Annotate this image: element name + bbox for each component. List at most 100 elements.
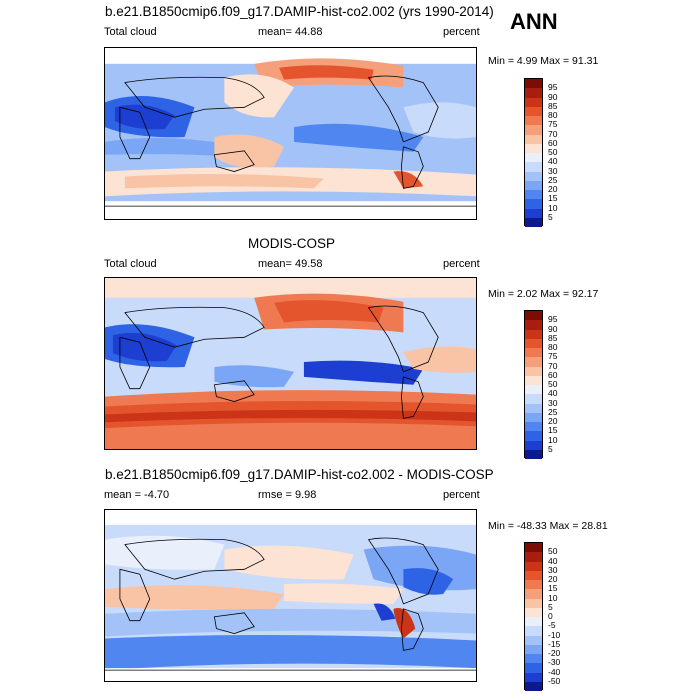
panel2-colorbar	[524, 310, 543, 459]
colorbar-bin	[525, 366, 542, 376]
colorbar-tick-label: 50	[548, 546, 558, 557]
colorbar-bin	[525, 171, 542, 181]
colorbar-bin	[525, 311, 542, 321]
colorbar-bin	[525, 654, 542, 664]
colorbar-bin	[525, 440, 542, 450]
colorbar-tick-label: 50	[548, 379, 558, 389]
panel3-minmax: Min = -48.33 Max = 28.81	[488, 520, 608, 532]
colorbar-tick-label: 75	[548, 351, 558, 362]
colorbar-bin	[525, 320, 542, 330]
panel1-minmax: Min = 4.99 Max = 91.31	[488, 55, 599, 67]
colorbar-tick-label: 15	[548, 193, 558, 204]
panel2-variable-label: Total cloud	[104, 258, 157, 270]
colorbar-bin	[525, 543, 542, 553]
colorbar-bin	[525, 552, 542, 562]
colorbar-tick-label: 75	[548, 119, 558, 130]
panel3-mean-label: mean = -4.70	[104, 489, 170, 501]
colorbar-bin	[525, 79, 542, 89]
colorbar-tick-label: 25	[548, 174, 558, 185]
colorbar-tick-label: 30	[548, 564, 558, 575]
colorbar-bin	[525, 635, 542, 645]
colorbar-tick-label: 5	[548, 443, 553, 454]
colorbar-tick-label: 25	[548, 406, 558, 417]
colorbar-tick-label: -50	[548, 675, 561, 686]
colorbar-tick-label: 60	[548, 369, 558, 380]
colorbar-bin	[525, 162, 542, 172]
colorbar-tick-label: 40	[548, 555, 558, 566]
colorbar-bin	[525, 208, 542, 218]
panel3-contour-field	[105, 510, 476, 681]
colorbar-tick-label: 80	[548, 342, 558, 352]
colorbar-bin	[525, 561, 542, 571]
panel1-units-label: percent	[443, 26, 480, 38]
colorbar-bin	[525, 338, 542, 348]
panel2-mean-label: mean= 49.58	[258, 258, 323, 270]
colorbar-bin	[525, 589, 542, 599]
panel1-map	[104, 47, 477, 220]
colorbar-bin	[525, 431, 542, 441]
colorbar-bin	[525, 617, 542, 627]
colorbar-tick-label: 85	[548, 100, 558, 111]
colorbar-tick-label: 30	[548, 165, 558, 176]
panel2-minmax: Min = 2.02 Max = 92.17	[488, 288, 599, 300]
colorbar-bin	[525, 329, 542, 339]
colorbar-bin	[525, 217, 542, 227]
colorbar-tick-label: 0	[548, 611, 553, 621]
colorbar-bin	[525, 580, 542, 590]
colorbar-bin	[525, 199, 542, 209]
colorbar-tick-label: -10	[548, 629, 561, 640]
colorbar-tick-label: 20	[548, 184, 558, 194]
colorbar-bin	[525, 125, 542, 135]
colorbar-tick-label: 50	[548, 147, 558, 157]
colorbar-bin	[525, 134, 542, 144]
panel1-variable-label: Total cloud	[104, 26, 157, 38]
panel1-contour-field	[105, 48, 476, 219]
colorbar-tick-label: -15	[548, 638, 561, 649]
panel1-colorbar	[524, 78, 543, 227]
colorbar-bin	[525, 106, 542, 116]
colorbar-tick-label: -20	[548, 648, 561, 658]
colorbar-tick-label: 5	[548, 211, 553, 222]
colorbar-tick-label: 10	[548, 592, 558, 603]
colorbar-bin	[525, 97, 542, 107]
colorbar-bin	[525, 412, 542, 422]
colorbar-tick-label: 85	[548, 332, 558, 343]
colorbar-tick-label: 20	[548, 416, 558, 426]
colorbar-tick-label: 90	[548, 323, 558, 334]
colorbar-bin	[525, 644, 542, 654]
colorbar-bin	[525, 88, 542, 98]
colorbar-bin	[525, 681, 542, 691]
colorbar-bin	[525, 357, 542, 367]
colorbar-tick-label: 30	[548, 397, 558, 408]
panel3-rmse-label: rmse = 9.98	[258, 489, 317, 501]
colorbar-tick-label: 10	[548, 202, 558, 213]
season-label: ANN	[510, 9, 558, 34]
colorbar-tick-label: -5	[548, 620, 556, 631]
colorbar-tick-label: -30	[548, 657, 561, 668]
colorbar-tick-label: 5	[548, 601, 553, 612]
panel2-title: MODIS-COSP	[248, 236, 336, 251]
colorbar-bin	[525, 607, 542, 617]
panel3-map	[104, 509, 477, 682]
colorbar-bin	[525, 394, 542, 404]
colorbar-bin	[525, 626, 542, 636]
colorbar-tick-label: 10	[548, 434, 558, 445]
colorbar-tick-label: -40	[548, 666, 561, 677]
colorbar-tick-label: 15	[548, 583, 558, 594]
colorbar-tick-label: 70	[548, 360, 558, 371]
colorbar-tick-label: 15	[548, 425, 558, 436]
colorbar-tick-label: 40	[548, 156, 558, 167]
colorbar-bin	[525, 153, 542, 163]
colorbar-bin	[525, 375, 542, 385]
colorbar-tick-label: 20	[548, 574, 558, 584]
panel3-colorbar	[524, 542, 543, 691]
colorbar-bin	[525, 663, 542, 673]
colorbar-bin	[525, 385, 542, 395]
colorbar-tick-label: 90	[548, 91, 558, 102]
colorbar-tick-label: 70	[548, 128, 558, 139]
colorbar-tick-label: 80	[548, 110, 558, 120]
colorbar-tick-label: 95	[548, 314, 558, 325]
panel2-units-label: percent	[443, 258, 480, 270]
colorbar-bin	[525, 348, 542, 358]
panel1-mean-label: mean= 44.88	[258, 26, 323, 38]
